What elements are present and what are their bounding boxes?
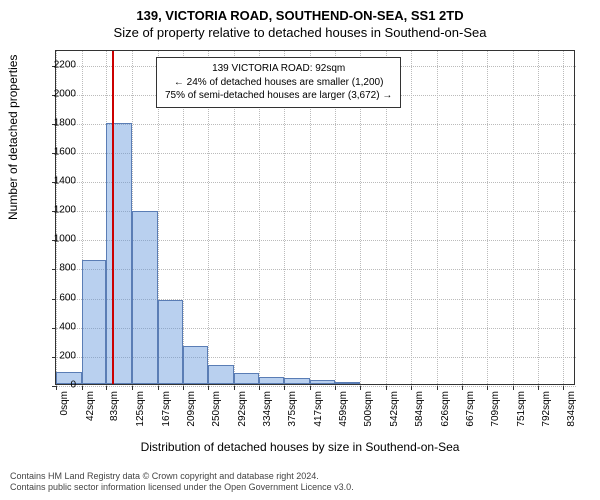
info-line2: ← 24% of detached houses are smaller (1,… [165, 76, 392, 90]
info-line3: 75% of semi-detached houses are larger (… [165, 89, 392, 103]
xtick-label: 334sqm [262, 391, 273, 427]
page-title-line1: 139, VICTORIA ROAD, SOUTHEND-ON-SEA, SS1… [0, 0, 600, 23]
xtick-label: 584sqm [414, 391, 425, 427]
grid-line-v [56, 51, 57, 386]
grid-line-v [487, 51, 488, 386]
xtick-mark [437, 386, 438, 390]
xtick-label: 250sqm [211, 391, 222, 427]
grid-line-h [56, 124, 576, 125]
histogram-bar [259, 377, 284, 384]
ytick-label: 600 [36, 292, 76, 303]
histogram-bar [310, 380, 336, 384]
xtick-label: 667sqm [465, 391, 476, 427]
x-axis-caption: Distribution of detached houses by size … [0, 440, 600, 454]
histogram-bar [208, 365, 234, 384]
grid-line-v [538, 51, 539, 386]
histogram-bar [183, 346, 208, 384]
page-title-line2: Size of property relative to detached ho… [0, 23, 600, 40]
info-line1: 139 VICTORIA ROAD: 92sqm [165, 62, 392, 76]
xtick-label: 626sqm [440, 391, 451, 427]
plot-region: 0sqm42sqm83sqm125sqm167sqm209sqm250sqm29… [55, 50, 575, 385]
xtick-label: 292sqm [237, 391, 248, 427]
chart-area: 0sqm42sqm83sqm125sqm167sqm209sqm250sqm29… [55, 50, 575, 385]
xtick-mark [538, 386, 539, 390]
xtick-mark [106, 386, 107, 390]
xtick-mark [310, 386, 311, 390]
xtick-mark [462, 386, 463, 390]
histogram-bar [335, 382, 360, 384]
xtick-mark [563, 386, 564, 390]
grid-line-v [563, 51, 564, 386]
grid-line-v [513, 51, 514, 386]
ytick-label: 400 [36, 321, 76, 332]
xtick-label: 125sqm [135, 391, 146, 427]
ytick-label: 2000 [36, 88, 76, 99]
ytick-label: 1600 [36, 146, 76, 157]
ytick-label: 1000 [36, 234, 76, 245]
xtick-mark [386, 386, 387, 390]
grid-line-h [56, 153, 576, 154]
xtick-mark [259, 386, 260, 390]
xtick-mark [132, 386, 133, 390]
ytick-label: 0 [36, 380, 76, 391]
xtick-label: 42sqm [85, 391, 96, 421]
xtick-mark [82, 386, 83, 390]
histogram-bar [234, 373, 260, 384]
y-axis-label: Number of detached properties [6, 55, 20, 220]
xtick-label: 459sqm [338, 391, 349, 427]
xtick-mark [284, 386, 285, 390]
xtick-mark [360, 386, 361, 390]
credit-text: Contains HM Land Registry data © Crown c… [10, 471, 354, 494]
grid-line-h [56, 386, 576, 387]
credit-line2: Contains public sector information licen… [10, 482, 354, 494]
histogram-bar [132, 211, 158, 384]
xtick-mark [487, 386, 488, 390]
xtick-label: 417sqm [313, 391, 324, 427]
xtick-label: 834sqm [566, 391, 577, 427]
grid-line-v [462, 51, 463, 386]
xtick-label: 792sqm [541, 391, 552, 427]
grid-line-v [437, 51, 438, 386]
histogram-bar [284, 378, 310, 384]
xtick-label: 0sqm [59, 391, 70, 415]
xtick-label: 375sqm [287, 391, 298, 427]
xtick-label: 209sqm [186, 391, 197, 427]
xtick-mark [208, 386, 209, 390]
xtick-mark [183, 386, 184, 390]
xtick-label: 542sqm [389, 391, 400, 427]
reference-line [112, 51, 114, 384]
ytick-label: 2200 [36, 59, 76, 70]
histogram-bar [158, 300, 184, 384]
xtick-mark [335, 386, 336, 390]
ytick-label: 1800 [36, 117, 76, 128]
xtick-mark [158, 386, 159, 390]
ytick-label: 1400 [36, 176, 76, 187]
xtick-mark [411, 386, 412, 390]
xtick-label: 751sqm [516, 391, 527, 427]
ytick-label: 200 [36, 350, 76, 361]
ytick-label: 800 [36, 263, 76, 274]
ytick-label: 1200 [36, 205, 76, 216]
xtick-label: 167sqm [161, 391, 172, 427]
xtick-mark [513, 386, 514, 390]
histogram-bar [82, 260, 107, 384]
grid-line-h [56, 182, 576, 183]
grid-line-v [411, 51, 412, 386]
histogram-bar [106, 123, 132, 384]
xtick-mark [234, 386, 235, 390]
credit-line1: Contains HM Land Registry data © Crown c… [10, 471, 354, 483]
xtick-label: 709sqm [490, 391, 501, 427]
info-box: 139 VICTORIA ROAD: 92sqm ← 24% of detach… [156, 57, 401, 108]
xtick-label: 500sqm [363, 391, 374, 427]
xtick-label: 83sqm [109, 391, 120, 421]
